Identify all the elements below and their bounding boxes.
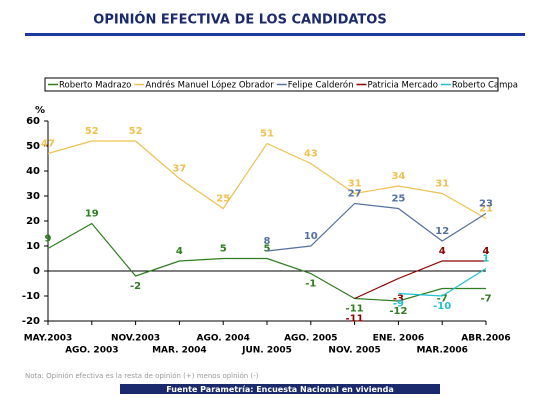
data-label: 19: [85, 209, 99, 220]
data-label: -11: [346, 304, 364, 315]
data-label: -3: [393, 294, 404, 305]
source-bar: [120, 384, 440, 394]
data-label: -9: [393, 299, 404, 310]
x-tick-label: AGO. 2005: [284, 334, 337, 344]
legend-label: Felipe Calderón: [288, 80, 354, 91]
series-line: [354, 260, 486, 300]
data-label: -11: [346, 314, 364, 325]
data-label: 52: [129, 126, 143, 137]
x-tick-label: MAR.2006: [416, 346, 468, 356]
x-tick-label: MAR. 2004: [152, 346, 207, 356]
x-tick-label: JUN. 2005: [241, 346, 292, 356]
data-label: 5: [220, 244, 227, 255]
data-label: -7: [480, 294, 491, 305]
data-label: 8: [264, 236, 271, 247]
data-label: 25: [391, 194, 405, 205]
data-label: -1: [305, 279, 316, 290]
data-label: -2: [130, 281, 141, 292]
data-label: 23: [479, 199, 493, 210]
y-tick-label: 0: [33, 266, 40, 277]
title-rule: [25, 33, 525, 36]
data-label: 37: [172, 164, 186, 175]
y-tick-label: 30: [26, 191, 40, 202]
x-tick-label: AGO. 2004: [196, 334, 249, 344]
series-line: [47, 222, 486, 302]
data-label: 52: [85, 126, 99, 137]
data-label: 31: [348, 179, 362, 190]
data-label: 4: [176, 246, 183, 257]
data-label: 1: [483, 254, 490, 265]
data-label: 4: [483, 246, 490, 257]
legend-label: Patricia Mercado: [367, 81, 437, 91]
x-tick-label: NOV.2003: [111, 334, 160, 344]
data-label: 9: [45, 234, 52, 245]
x-tick-label: ABR.2006: [461, 334, 510, 344]
y-axis-label: %: [35, 105, 45, 116]
x-tick-label: MAY.2003: [24, 334, 73, 344]
x-tick-label: ENE. 2006: [373, 334, 424, 344]
y-tick-label: -20: [22, 316, 40, 327]
legend-box: [44, 77, 499, 92]
data-label: -10: [433, 301, 451, 312]
data-label: 31: [435, 179, 449, 190]
x-tick-label: AGO. 2003: [65, 346, 118, 356]
data-label: 25: [216, 194, 230, 205]
data-label: 10: [304, 231, 318, 242]
series-line: [398, 267, 487, 297]
data-label: -12: [389, 306, 407, 317]
data-label: 4: [439, 246, 446, 257]
y-tick-label: 40: [26, 166, 40, 177]
legend-label: Roberto Campa: [452, 81, 518, 91]
series-line: [47, 140, 487, 220]
data-label: 34: [391, 171, 405, 182]
series-line: [266, 202, 487, 252]
chart-title: OPINIÓN EFECTIVA DE LOS CANDIDATOS: [93, 12, 386, 28]
data-label: 21: [479, 204, 493, 215]
legend-label: Roberto Madrazo: [59, 81, 131, 91]
source: Fuente Parametría: Encuesta Nacional en …: [166, 385, 394, 394]
y-tick-label: 10: [26, 241, 40, 252]
data-label: 12: [435, 226, 449, 237]
y-tick-label: 20: [26, 216, 40, 227]
data-label: 43: [304, 149, 318, 160]
y-tick-label: -10: [22, 291, 40, 302]
x-tick-label: NOV. 2005: [328, 346, 380, 356]
data-label: 51: [260, 129, 274, 140]
y-tick-label: 60: [26, 116, 40, 127]
data-label: 27: [348, 189, 362, 200]
data-label: -7: [437, 294, 448, 305]
note: Nota: Opinión efectiva es la resta de op…: [25, 372, 259, 380]
data-label: 47: [41, 139, 55, 150]
legend-label: Andrés Manuel López Obrador: [145, 80, 274, 91]
data-label: 5: [264, 244, 271, 255]
y-tick-label: 50: [26, 141, 40, 152]
